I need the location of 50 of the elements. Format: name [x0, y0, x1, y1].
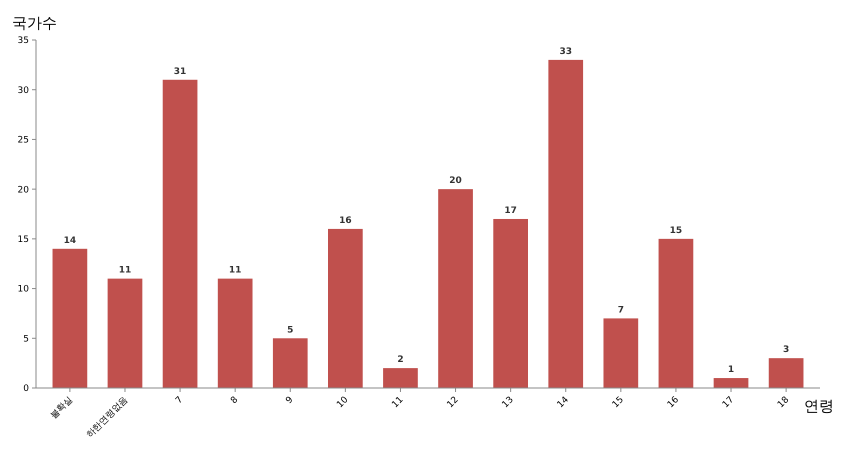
x-tick-label: 9 — [284, 394, 296, 406]
bar — [162, 80, 198, 388]
bar — [328, 228, 363, 388]
y-tick-label: 5 — [23, 334, 29, 344]
bar — [658, 238, 694, 388]
y-tick-label: 25 — [18, 136, 29, 146]
data-label: 1 — [728, 365, 734, 376]
bar — [108, 278, 142, 388]
x-tick-label: 17 — [720, 395, 736, 410]
data-label: 3 — [782, 345, 790, 356]
bar — [52, 248, 88, 388]
x-tick-label: 15 — [610, 395, 626, 410]
data-label: 14 — [64, 236, 76, 246]
bar — [272, 338, 308, 388]
x-tick-label: 7 — [174, 395, 186, 406]
x-tick-label: 14 — [556, 394, 572, 410]
y-tick-label: 35 — [18, 36, 29, 46]
bar — [493, 218, 528, 388]
x-tick-label: 13 — [500, 395, 516, 410]
x-tick-label: 8 — [229, 394, 240, 406]
bar — [438, 189, 473, 388]
bar — [218, 278, 253, 388]
y-tick-label: 10 — [18, 284, 30, 295]
y-tick-label: 0 — [23, 384, 30, 394]
data-label: 31 — [174, 66, 186, 77]
data-label: 2 — [397, 355, 404, 366]
x-tick-label: 10 — [335, 394, 351, 410]
data-label: 16 — [339, 216, 352, 226]
data-label: 11 — [118, 266, 132, 276]
y-tick-label: 30 — [18, 86, 30, 96]
y-tick-label: 15 — [18, 235, 29, 246]
x-tick-label: 11 — [390, 395, 406, 410]
bar — [383, 368, 418, 388]
bar — [714, 378, 748, 388]
data-label: 7 — [618, 305, 624, 316]
data-label: 17 — [504, 206, 517, 216]
x-tick-label: 12 — [446, 395, 461, 410]
data-label: 5 — [287, 325, 294, 336]
bar — [768, 358, 804, 388]
y-tick-label: 20 — [18, 185, 30, 196]
data-label: 20 — [449, 176, 462, 186]
x-tick-label: 16 — [666, 394, 682, 410]
y-axis-title: 국가수 — [12, 14, 57, 32]
x-tick-label: 18 — [776, 394, 792, 410]
data-label: 33 — [559, 46, 572, 57]
data-label: 11 — [228, 266, 242, 276]
bar — [548, 60, 584, 388]
data-label: 15 — [670, 226, 682, 236]
x-axis-title: 연령 — [804, 397, 834, 415]
bar — [603, 318, 638, 388]
